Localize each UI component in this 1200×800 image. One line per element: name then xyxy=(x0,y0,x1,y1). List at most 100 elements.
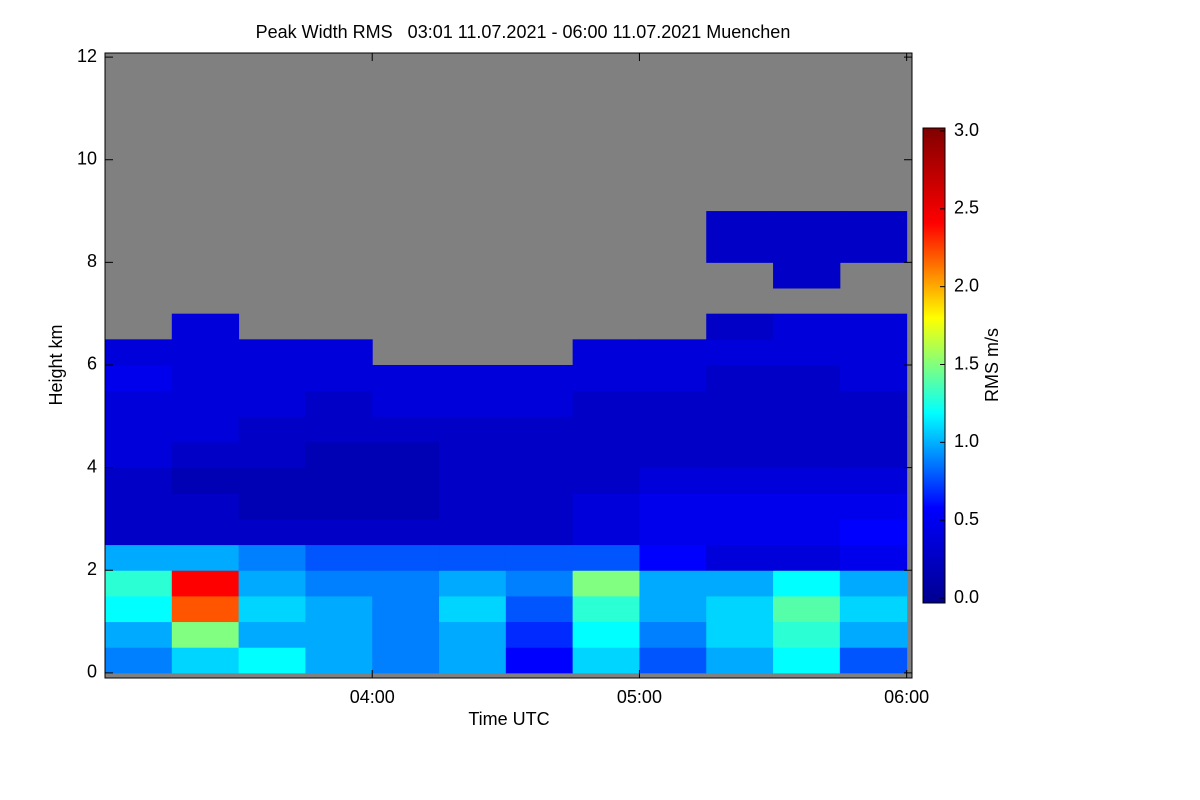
heatmap-cell xyxy=(238,339,306,366)
heatmap-cell xyxy=(105,647,173,674)
heatmap-cell xyxy=(572,647,640,674)
heatmap-cell xyxy=(706,313,774,340)
heatmap-cell xyxy=(372,518,440,546)
heatmap-cell xyxy=(105,544,173,571)
heatmap-cell xyxy=(439,544,507,571)
heatmap-cell xyxy=(839,493,908,520)
heatmap-cell xyxy=(505,467,574,494)
heatmap-cell xyxy=(439,647,507,674)
heatmap-cell xyxy=(572,416,640,443)
heatmap-cell xyxy=(572,364,640,392)
heatmap-cell xyxy=(639,595,707,623)
heatmap-cell xyxy=(105,595,173,623)
heatmap-cell xyxy=(639,441,707,469)
heatmap-cell xyxy=(839,467,908,494)
heatmap-cell xyxy=(171,595,240,623)
heatmap-cell xyxy=(839,595,908,623)
heatmap-cell xyxy=(171,621,240,648)
heatmap-cell xyxy=(639,621,707,648)
x-tick-label: 05:00 xyxy=(617,687,662,707)
heatmap-cell xyxy=(238,570,306,597)
heatmap-cell xyxy=(238,467,306,494)
heatmap-cell xyxy=(439,467,507,494)
heatmap-cell xyxy=(439,441,507,469)
heatmap-cell xyxy=(839,441,908,469)
heatmap-cell xyxy=(773,211,841,238)
heatmap-cell xyxy=(105,339,173,366)
heatmap-cell xyxy=(639,390,707,417)
heatmap-cell xyxy=(773,313,841,340)
colorbar-label: RMS m/s xyxy=(982,328,1002,402)
heatmap-cell xyxy=(572,339,640,366)
heatmap-cell xyxy=(171,518,240,546)
heatmap-cell xyxy=(572,621,640,648)
heatmap-cell xyxy=(105,493,173,520)
colorbar xyxy=(922,127,946,604)
heatmap-cell xyxy=(505,595,574,623)
heatmap-cell xyxy=(439,390,507,417)
heatmap-cell xyxy=(706,364,774,392)
y-tick-label: 10 xyxy=(77,148,97,168)
heatmap-cell xyxy=(238,621,306,648)
heatmap-cell xyxy=(639,518,707,546)
heatmap-cell xyxy=(773,595,841,623)
heatmap-cell xyxy=(238,416,306,443)
heatmap-cell xyxy=(706,339,774,366)
heatmap-cell xyxy=(773,390,841,417)
heatmap-cell xyxy=(439,416,507,443)
heatmap-cell xyxy=(505,364,574,392)
heatmap-cell xyxy=(305,467,373,494)
heatmap-cell xyxy=(505,544,574,571)
heatmap-cell xyxy=(773,262,841,289)
heatmap-cell xyxy=(505,441,574,469)
heatmap-cell xyxy=(706,236,774,263)
heatmap-cell xyxy=(171,339,240,366)
x-tick-label: 06:00 xyxy=(884,687,929,707)
heatmap-cell xyxy=(839,211,908,238)
heatmap-cell xyxy=(706,544,774,571)
heatmap-cell xyxy=(706,416,774,443)
heatmap-cell xyxy=(105,518,173,546)
heatmap-cell xyxy=(639,570,707,597)
heatmap-cell xyxy=(839,570,908,597)
heatmap-cell xyxy=(439,570,507,597)
heatmap-cell xyxy=(305,441,373,469)
heatmap-cell xyxy=(171,390,240,417)
heatmap-cell xyxy=(171,493,240,520)
heatmap-cell xyxy=(372,390,440,417)
heatmap-cell xyxy=(639,339,707,366)
heatmap-cell xyxy=(305,416,373,443)
heatmap-cell xyxy=(773,467,841,494)
heatmap-cell xyxy=(572,390,640,417)
heatmap-cell xyxy=(839,313,908,340)
heatmap-cell xyxy=(773,441,841,469)
heatmap-cell xyxy=(305,621,373,648)
heatmap-cell xyxy=(105,416,173,443)
heatmap-cell xyxy=(773,416,841,443)
heatmap-cell xyxy=(706,595,774,623)
heatmap-cell xyxy=(105,570,173,597)
y-tick-label: 8 xyxy=(87,251,97,271)
heatmap-cell xyxy=(839,390,908,417)
x-axis-label: Time UTC xyxy=(468,709,549,729)
y-tick-label: 6 xyxy=(87,354,97,374)
heatmap-cell xyxy=(305,595,373,623)
heatmap-cell xyxy=(238,493,306,520)
heatmap-cell xyxy=(505,390,574,417)
heatmap-cell xyxy=(839,416,908,443)
heatmap-cell xyxy=(105,441,173,469)
heatmap-cell xyxy=(305,647,373,674)
heatmap-cell xyxy=(439,518,507,546)
heatmap-cell xyxy=(171,544,240,571)
heatmap-cell xyxy=(773,339,841,366)
heatmap-cell xyxy=(706,211,774,238)
heatmap-cell xyxy=(706,570,774,597)
heatmap-cell xyxy=(639,364,707,392)
y-tick-label: 0 xyxy=(87,662,97,682)
heatmap-cell xyxy=(639,416,707,443)
heatmap-cell xyxy=(773,570,841,597)
heatmap-cell xyxy=(773,518,841,546)
heatmap-cell xyxy=(639,467,707,494)
heatmap-cell xyxy=(839,339,908,366)
